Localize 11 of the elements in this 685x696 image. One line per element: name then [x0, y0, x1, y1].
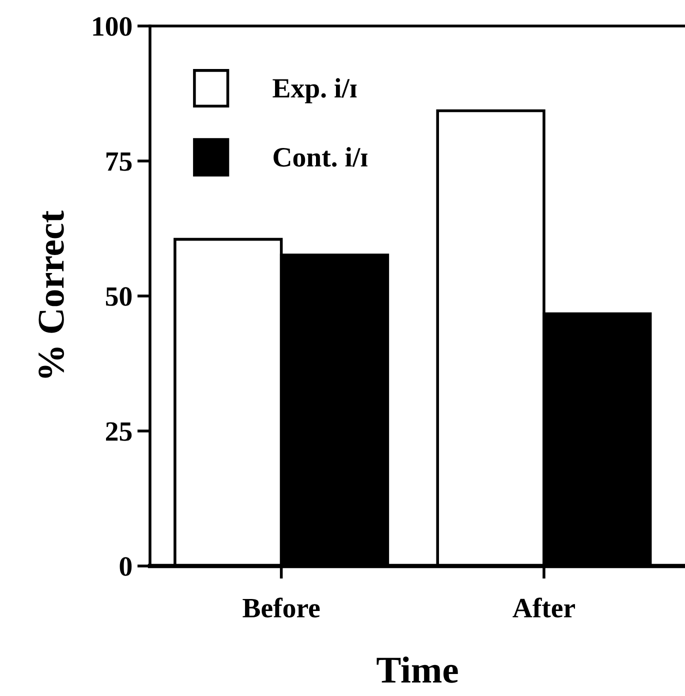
y-tick-label: 100 [93, 17, 132, 36]
x-axis-title: Time [376, 656, 458, 683]
x-tick-label: After [512, 598, 575, 618]
y-tick-label: 0 [120, 557, 132, 576]
legend-label: Cont. i/ɪ [274, 147, 368, 167]
y-axis-title: % Correct [38, 210, 64, 378]
y-tick-label: 25 [106, 422, 132, 441]
y-tick-label: 75 [106, 152, 132, 171]
x-tick-label: Before [242, 598, 320, 618]
y-tick-label: 50 [106, 287, 132, 306]
legend-label: Exp. i/ɪ [272, 78, 357, 104]
